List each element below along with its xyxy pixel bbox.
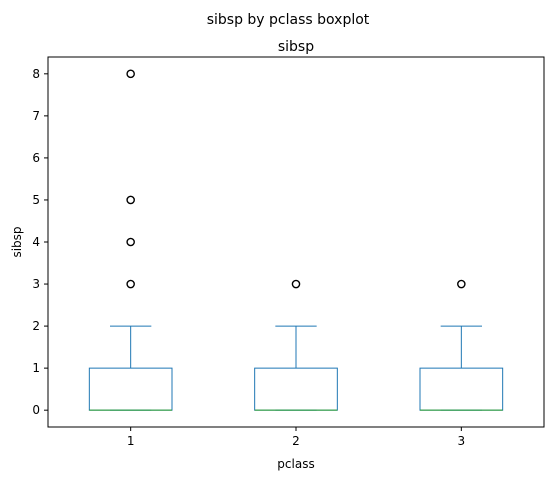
y-axis-label: sibsp xyxy=(10,226,24,257)
figure-suptitle: sibsp by pclass boxplot xyxy=(207,12,370,28)
y-tick-label: 4 xyxy=(32,235,40,249)
box-group-2 xyxy=(254,279,338,411)
outlier-point xyxy=(126,195,135,205)
outlier-point xyxy=(457,279,466,289)
axes-frame xyxy=(47,56,545,428)
outlier-point xyxy=(291,279,301,289)
outlier-point xyxy=(126,69,135,79)
outlier-point xyxy=(126,237,135,247)
y-tick-label: 5 xyxy=(32,193,40,207)
box-group-1 xyxy=(88,69,173,411)
box-iqr xyxy=(88,367,173,411)
y-tick-label: 6 xyxy=(32,151,40,165)
outlier-point xyxy=(126,279,135,289)
x-tick-label: 2 xyxy=(292,434,300,448)
box-iqr xyxy=(254,367,338,411)
x-tick-label: 1 xyxy=(127,434,135,448)
y-tick-label: 1 xyxy=(32,361,40,375)
y-tick-label: 2 xyxy=(32,319,40,333)
y-tick-label: 8 xyxy=(32,67,40,81)
x-tick-label: 3 xyxy=(458,434,466,448)
y-tick-label: 0 xyxy=(32,403,40,417)
axes-title: sibsp xyxy=(278,39,314,55)
y-tick-label: 7 xyxy=(32,109,40,123)
plot-area xyxy=(88,69,504,411)
box-group-3 xyxy=(419,279,504,411)
y-tick-label: 3 xyxy=(32,277,40,291)
box-iqr xyxy=(419,367,504,411)
x-axis-label: pclass xyxy=(277,457,314,471)
